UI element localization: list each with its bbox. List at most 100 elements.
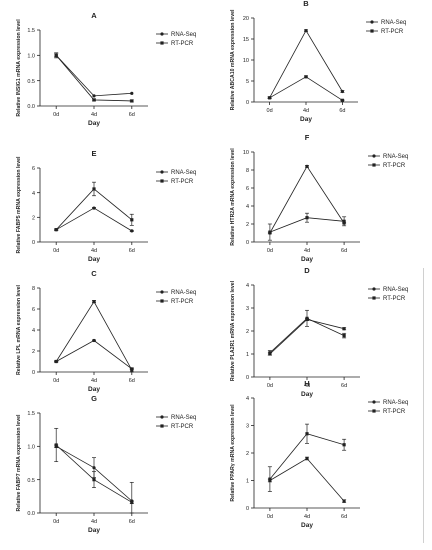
chart-h-series-rt-pcr-point [305,432,309,436]
chart-d-xtick-label: 0d [267,383,273,389]
chart-f-xtick-label: 0d [267,248,273,254]
chart-a-series-rna-seq-line [55,55,132,97]
chart-c-xtick-label: 0d [53,378,59,384]
chart-e-series-rt-pcr-point [92,187,96,191]
chart-c-y-axis-label: Relative LPL mRNA expression level [16,284,22,375]
chart-e-ytick-label: 4 [32,191,35,197]
chart-f-series-rt-pcr-point [268,230,272,234]
chart-e-series-rt-pcr-point [54,228,58,232]
chart-h-series-rt-pcr-legend-label: RT-PCR [383,409,406,415]
chart-d-ytick-label: 1 [246,352,249,358]
chart-b-ytick-label: 0 [246,100,249,106]
chart-d-series-rna-seq-legend-label: RNA-Seq [383,287,408,293]
chart-d-ytick-label: 4 [246,283,249,289]
chart-a-xtick-label: 0d [53,112,59,118]
chart-f: 0 2 4 6 8 10 0d 4d 6d Day Relative HTR2A mRNA expr… [230,133,408,263]
chart-e: 0 2 4 6 0d 4d 6d Day Relative FABP5 mRNA express… [16,149,196,263]
chart-b-series-rna-seq-legend-label: RNA-Seq [381,20,406,26]
chart-b-xtick-label: 0d [267,108,273,114]
chart-e-xtick-label: 6d [129,248,135,254]
chart-g-series-rt-pcr-point [130,500,134,504]
chart-e-ytick-label: 0 [32,240,35,246]
chart-c-series-rt-pcr-point [92,300,96,304]
chart-h: 0 1 2 3 4 0d 4d 6d Day Relative PPARγ mRNA expres… [230,379,408,529]
chart-d-xtick-label: 4d [304,383,310,389]
chart-a-series-rt-pcr-point [54,53,58,57]
chart-f-series-rna-seq-legend-label: RNA-Seq [383,154,408,160]
chart-g-xtick-label: 4d [91,519,97,525]
chart-f-ytick-label: 8 [246,168,249,174]
chart-g-series-rt-pcr-legend-label: RT-PCR [171,424,194,430]
chart-b-series-rna-seq-legend-marker [370,20,374,24]
chart-h-xtick-label: 4d [304,514,310,520]
chart-f-xtick-label: 4d [304,248,310,254]
chart-a-series-rt-pcr-point [92,98,96,102]
chart-g-xtick-label: 6d [129,519,135,525]
chart-c-series-rt-pcr-line [55,300,133,371]
chart-a-xtick-label: 4d [91,112,97,118]
chart-e-series-rna-seq-legend-marker [160,170,164,174]
chart-h-ytick-label: 0 [246,506,249,512]
panel-divider [423,268,424,543]
chart-c-series-rna-seq-legend-marker [160,290,164,294]
chart-f-y-axis-label: Relative HTR2A mRNA expression level [230,148,236,246]
chart-d-series-rt-pcr-point [268,351,272,355]
chart-f-ytick-label: 4 [246,204,249,210]
chart-h-series-rt-pcr-point [342,443,346,447]
chart-d-series-rt-pcr-legend-marker [372,296,376,300]
chart-b-xtick-label: 4d [303,108,309,114]
chart-c-ytick-label: 8 [32,286,35,292]
chart-h-xtick-label: 0d [267,514,273,520]
chart-a-series-rt-pcr-legend-marker [160,41,164,45]
chart-b-series-rt-pcr-legend-marker [370,29,374,33]
chart-d-xtick-label: 6d [341,383,347,389]
chart-g-series-rna-seq-legend-label: RNA-Seq [171,415,196,421]
chart-f-series-rna-seq-legend-marker [372,154,376,158]
chart-h-y-axis-label: Relative PPARγ mRNA expression level [230,404,236,502]
chart-b-ytick-label: 10 [243,58,249,64]
chart-a-x-axis-label: Day [88,120,100,127]
chart-d: 0 1 2 3 4 0d 4d 6d Day Relative PLA2R1 mRNA expre… [230,266,408,398]
chart-e-ytick-label: 2 [32,216,35,222]
chart-f-ytick-label: 2 [246,222,249,228]
chart-b-ytick-label: 15 [243,37,249,43]
chart-a-ytick-label: 1.0 [27,54,35,60]
chart-b-xtick-label: 6d [339,108,345,114]
chart-a-panel-letter: A [91,11,97,20]
chart-f-series-rt-pcr-legend-label: RT-PCR [383,163,406,169]
chart-b-series-rt-pcr-point [304,75,308,79]
chart-g-series-rna-seq-point [92,466,96,470]
chart-h-panel-letter: H [304,379,309,388]
chart-d-ytick-label: 2 [246,329,249,335]
chart-d-series-rt-pcr-legend-label: RT-PCR [383,296,406,302]
chart-e-ytick-label: 6 [32,166,35,172]
chart-g-y-axis-label: Relative FABP7 mRNA expression level [16,414,22,512]
chart-b-series-rt-pcr-legend-label: RT-PCR [381,29,404,35]
chart-d-series-rna-seq-point [342,327,346,331]
chart-c-xtick-label: 6d [129,378,135,384]
chart-g-series-rt-pcr-point [92,478,96,482]
chart-g-series-rt-pcr-point [54,443,58,447]
chart-e-series-rna-seq-point [92,206,96,210]
chart-e-xtick-label: 4d [91,248,97,254]
chart-e-series-rna-seq-point [130,229,134,233]
chart-a-series-rt-pcr-point [130,99,134,103]
chart-h-series-rt-pcr-legend-marker [372,409,376,413]
chart-f-ytick-label: 0 [246,240,249,246]
chart-e-series-rt-pcr-legend-marker [160,179,164,183]
chart-a: 0.0 0.5 1.0 1.5 0d 4d 6d Day Relative INSIG1 mRN… [16,11,196,127]
chart-d-y-axis-label: Relative PLA2R1 mRNA expression level [230,280,236,381]
chart-f-ytick-label: 6 [246,186,249,192]
chart-d-ytick-label: 3 [246,306,249,312]
chart-b-series-rt-pcr-point [340,98,344,102]
chart-b-series-rna-seq-point [304,29,308,33]
chart-a-series-rna-seq-legend-label: RNA-Seq [171,32,196,38]
chart-f-xtick-label: 6d [341,248,347,254]
chart-f-ytick-label: 10 [243,150,249,156]
chart-b-panel-letter: B [303,0,309,8]
chart-a-series-rt-pcr-legend-label: RT-PCR [171,41,194,47]
chart-a-xtick-label: 6d [129,112,135,118]
chart-h-ytick-label: 4 [246,396,249,402]
chart-h-series-rt-pcr-point [268,477,272,481]
